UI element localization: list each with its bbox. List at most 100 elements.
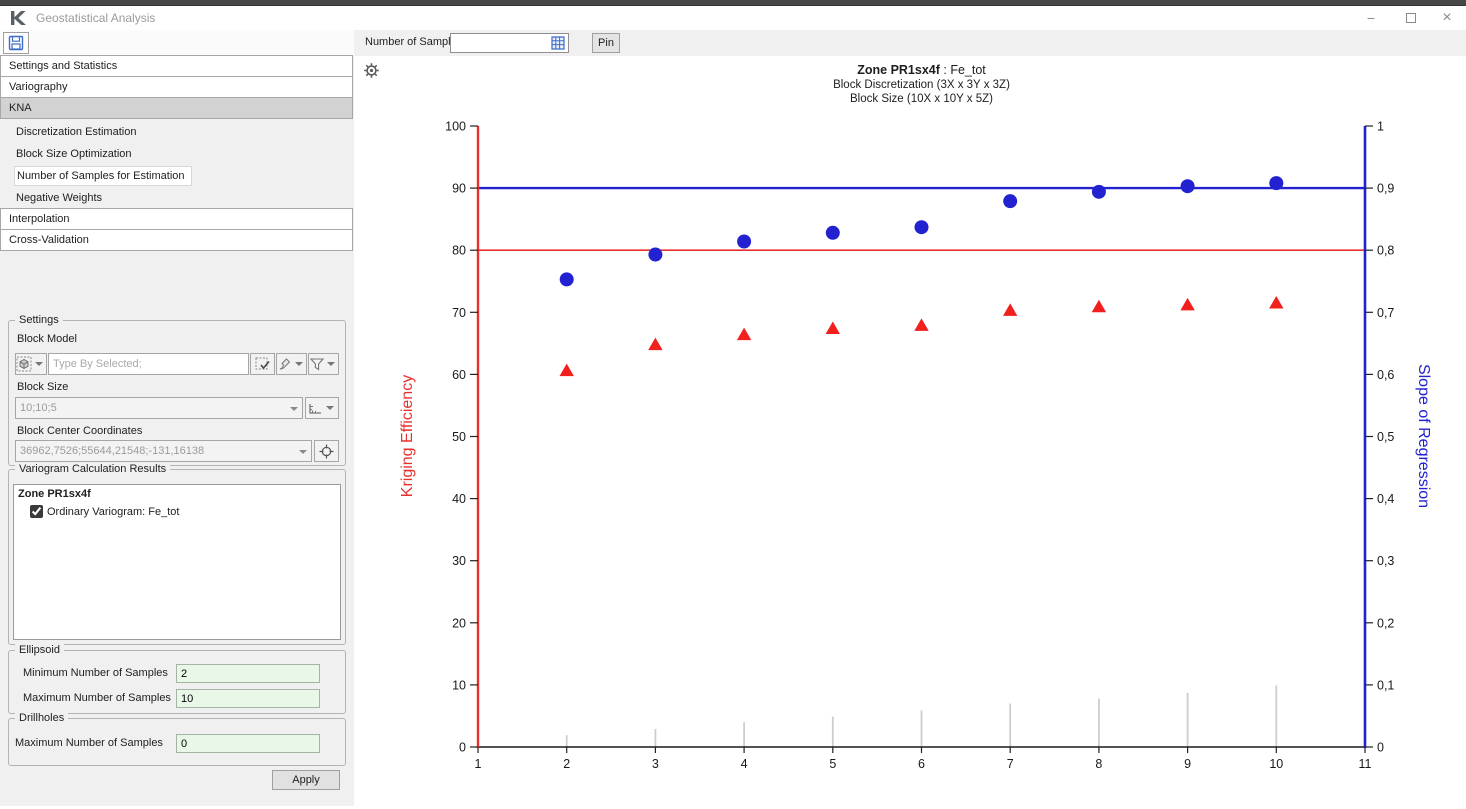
chart-axes [476,126,1367,748]
pick-selection-button[interactable] [276,353,307,375]
left-axis-title: Kriging Efficiency [399,374,416,498]
select-by-rectangle-button[interactable] [250,353,275,375]
drillholes-max-label: Maximum Number of Samples [15,737,163,749]
sidebar-item-cross-validation[interactable]: Cross-Validation [0,229,353,251]
chart-region: Zone PR1sx4f : Fe_tot Block Discretizati… [354,56,1466,806]
sidebar-nav: Settings and Statistics Variography KNA Dis… [0,55,354,251]
svg-text:0,6: 0,6 [1377,368,1394,382]
sidebar-item-settings-and-statistics[interactable]: Settings and Statistics [0,55,353,77]
svg-text:0: 0 [459,741,466,755]
variogram-results-label: Variogram Calculation Results [15,463,171,475]
settings-group: Settings Block Model [8,314,346,466]
block-center-input[interactable] [16,441,311,461]
svg-text:0: 0 [1377,741,1384,755]
minimize-button[interactable]: − [1354,6,1388,30]
block-center-pick-button[interactable] [314,440,339,462]
svg-text:5: 5 [829,757,836,771]
svg-text:30: 30 [452,554,466,568]
variogram-results-list: Zone PR1sx4f Ordinary Variogram: Fe_tot [13,484,341,640]
chart-canvas: 0 10 20 30 40 50 60 70 80 90 100 0 0,1 0,2 0,3 0,4 0,5 0,… [445,120,1394,772]
block-center-dropdown-icon[interactable] [299,450,307,454]
close-icon: × [1442,9,1452,26]
window-title: Geostatistical Analysis [36,11,156,25]
svg-text:11: 11 [1359,757,1372,771]
apply-button[interactable]: Apply [272,770,340,790]
crosshair-icon [319,444,334,458]
block-size-measure-button[interactable] [305,397,339,419]
ellipsoid-min-input[interactable] [177,665,319,682]
drillholes-max-inputbox [176,734,320,753]
number-of-samples-inputwrap [450,33,569,53]
svg-text:1: 1 [1377,120,1384,134]
ellipsoid-max-label: Maximum Number of Samples [23,692,171,704]
variogram-item-label: Ordinary Variogram: Fe_tot [47,505,180,518]
sidebar-item-block-size-optimization[interactable]: Block Size Optimization [16,148,132,160]
svg-text:9: 9 [1184,757,1191,771]
save-icon [8,35,24,51]
svg-text:0,9: 0,9 [1377,182,1394,196]
block-center-inputbox [15,440,312,462]
sidebar-item-kna[interactable]: KNA [0,97,353,119]
pin-button[interactable]: Pin [592,33,620,53]
maximize-button[interactable] [1394,6,1428,30]
block-size-measure-arrow-icon [325,406,334,410]
ellipsoid-group-label: Ellipsoid [15,644,64,656]
sidebar-item-number-of-samples-for-estimation[interactable]: Number of Samples for Estimation [0,165,353,187]
pin-button-label: Pin [598,37,614,49]
svg-text:0,2: 0,2 [1377,616,1394,630]
pick-hand-icon [279,358,290,370]
settings-group-label: Settings [15,314,63,326]
svg-text:0,4: 0,4 [1377,492,1394,506]
svg-text:60: 60 [452,368,466,382]
samples-table-button[interactable] [549,35,567,51]
block-size-row [15,397,339,419]
svg-text:50: 50 [452,430,466,444]
block-model-input[interactable] [49,354,248,374]
svg-text:20: 20 [452,616,466,630]
minimize-icon: − [1366,10,1376,26]
drillholes-group: Drillholes Maximum Number of Samples [8,712,346,766]
svg-text:0,3: 0,3 [1377,554,1394,568]
sidebar-item-variography[interactable]: Variography [0,76,353,98]
chart-title-metric: : Fe_tot [939,63,986,77]
chart-markers [559,176,1284,377]
ellipsoid-max-inputbox [176,689,320,708]
svg-text:1: 1 [475,757,482,771]
ellipsoid-min-inputbox [176,664,320,683]
drillholes-max-input[interactable] [177,735,319,752]
chart-title-zone: Zone PR1sx4f [857,63,940,77]
maximize-icon [1406,13,1416,23]
number-of-samples-label: Number of Samples [365,36,463,48]
number-of-samples-input[interactable] [452,35,548,51]
chart-title-block: Zone PR1sx4f : Fe_tot Block Discretizati… [478,63,1365,105]
background-window-strip [0,0,1466,6]
sidebar-item-negative-weights[interactable]: Negative Weights [16,192,103,204]
drillholes-group-label: Drillholes [15,712,69,724]
block-model-picker-arrow-icon [35,362,43,366]
block-model-label: Block Model [17,333,77,345]
variogram-zone-label: Zone PR1sx4f [18,488,91,500]
block-size-input[interactable] [16,398,302,418]
save-button[interactable] [3,32,29,54]
ellipsoid-max-input[interactable] [177,690,319,707]
filter-button[interactable] [308,353,339,375]
svg-text:80: 80 [452,244,466,258]
block-size-dropdown-icon[interactable] [290,407,298,411]
variogram-item: Ordinary Variogram: Fe_tot [30,505,179,518]
svg-text:0,1: 0,1 [1377,678,1394,692]
svg-text:10: 10 [1269,757,1283,771]
variogram-item-checkbox[interactable] [30,505,43,518]
chart-subtitle-discretization: Block Discretization (3X x 3Y x 3Z) [833,79,1010,91]
block-center-row [15,440,339,462]
close-button[interactable]: × [1430,6,1464,30]
svg-text:0,5: 0,5 [1377,430,1394,444]
svg-text:2: 2 [563,757,570,771]
chart-settings-button[interactable] [363,62,381,80]
block-size-inputbox [15,397,303,419]
svg-text:40: 40 [452,492,466,506]
sidebar-item-interpolation[interactable]: Interpolation [0,208,353,230]
block-model-picker-button[interactable] [15,353,47,375]
chart-spikes [565,685,1278,747]
svg-text:10: 10 [452,678,466,692]
sidebar-item-discretization-estimation[interactable]: Discretization Estimation [16,126,137,138]
